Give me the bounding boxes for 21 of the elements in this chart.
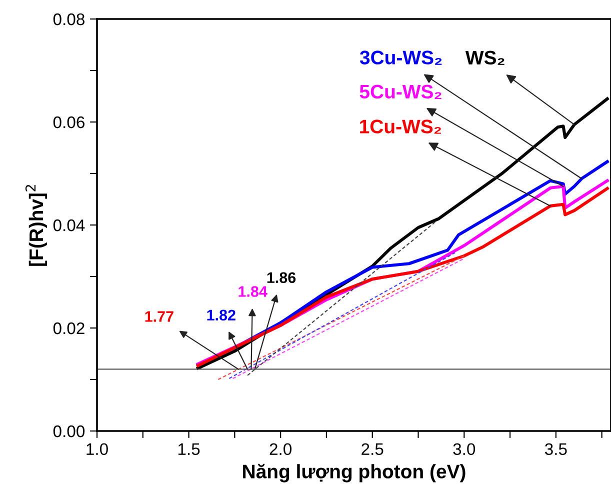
annotation: 1.82: [207, 310, 236, 321]
annotation: WS₂: [465, 50, 504, 65]
x-tick-label: 3.0: [453, 443, 476, 456]
annotation: 3Cu-WS₂: [360, 50, 442, 65]
x-tick-label: 2.5: [362, 443, 384, 456]
annotation: 1Cu-WS₂: [360, 120, 441, 134]
y-tick-label: 0.02: [53, 322, 84, 334]
x-tick-label: 2.0: [270, 443, 292, 456]
y-tick-label: 0.06: [53, 116, 84, 128]
annotation: 1.84: [238, 286, 268, 297]
annotation: 1.77: [145, 311, 174, 322]
x-tick-label: 1.5: [178, 443, 200, 456]
y-tick-label: 0.08: [53, 13, 84, 26]
y-axis-title: [F(R)hv]$^{2}$: [25, 185, 48, 266]
x-axis-title: Năng lượng photon (eV): [243, 464, 466, 482]
y-tick-label: 0.00: [53, 425, 85, 438]
y-tick-label: 0.04: [53, 219, 85, 232]
x-tick-label: 1.0: [86, 443, 108, 456]
annotation: 1.86: [267, 272, 296, 284]
x-tick-label: 3.5: [544, 443, 567, 456]
annotation: 5Cu-WS₂: [360, 84, 442, 99]
